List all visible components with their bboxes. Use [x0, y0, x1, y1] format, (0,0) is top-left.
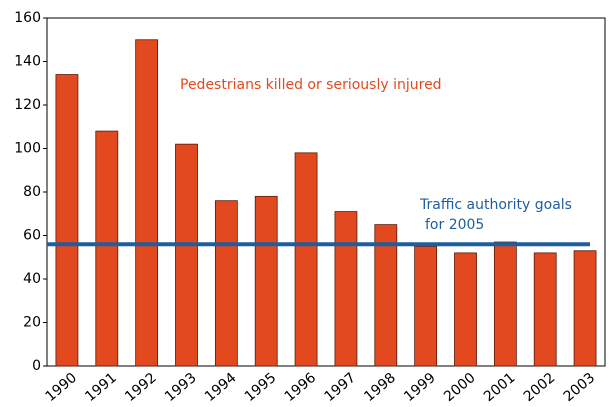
y-tick-label: 80 [23, 184, 41, 200]
bar [214, 200, 238, 367]
x-tick-label: 1992 [122, 370, 160, 405]
x-tick-label: 2003 [561, 370, 599, 405]
bar [175, 143, 198, 367]
bar [454, 252, 477, 367]
bar [135, 39, 159, 367]
x-tick-label: 1997 [321, 370, 359, 405]
bar [533, 252, 557, 367]
y-tick-label: 60 [23, 228, 41, 244]
bar [493, 241, 517, 367]
x-tick-label: 2001 [481, 370, 519, 405]
x-tick-label: 2000 [441, 370, 479, 405]
x-tick-label: 1990 [42, 370, 80, 405]
y-tick-label: 160 [14, 10, 41, 26]
bar [294, 152, 318, 367]
y-tick-label: 120 [14, 97, 41, 113]
annotation: Pedestrians killed or seriously injured [180, 77, 442, 93]
y-tick-label: 0 [32, 358, 41, 374]
bar [334, 211, 358, 367]
y-tick-label: 40 [23, 271, 41, 287]
x-tick-label: 1996 [282, 370, 320, 405]
bar [374, 224, 398, 367]
bar [573, 250, 597, 367]
plot-frame [46, 17, 606, 367]
y-tick-label: 140 [14, 54, 41, 70]
bar [95, 130, 119, 367]
y-tick-label: 100 [14, 141, 41, 157]
goal-label: Traffic authority goals [419, 197, 572, 213]
bar [414, 245, 438, 367]
x-tick-label: 1998 [361, 370, 399, 405]
x-tick-label: 2002 [521, 370, 559, 405]
x-tick-label: 1993 [162, 370, 200, 405]
y-tick-label: 20 [23, 315, 41, 331]
x-tick-label: 1994 [202, 370, 240, 405]
x-tick-label: 1991 [82, 370, 120, 405]
bar [254, 195, 278, 367]
x-tick-label: 1999 [401, 370, 439, 405]
goal-label: for 2005 [425, 217, 484, 233]
bar [55, 74, 79, 367]
x-tick-label: 1995 [242, 370, 280, 405]
